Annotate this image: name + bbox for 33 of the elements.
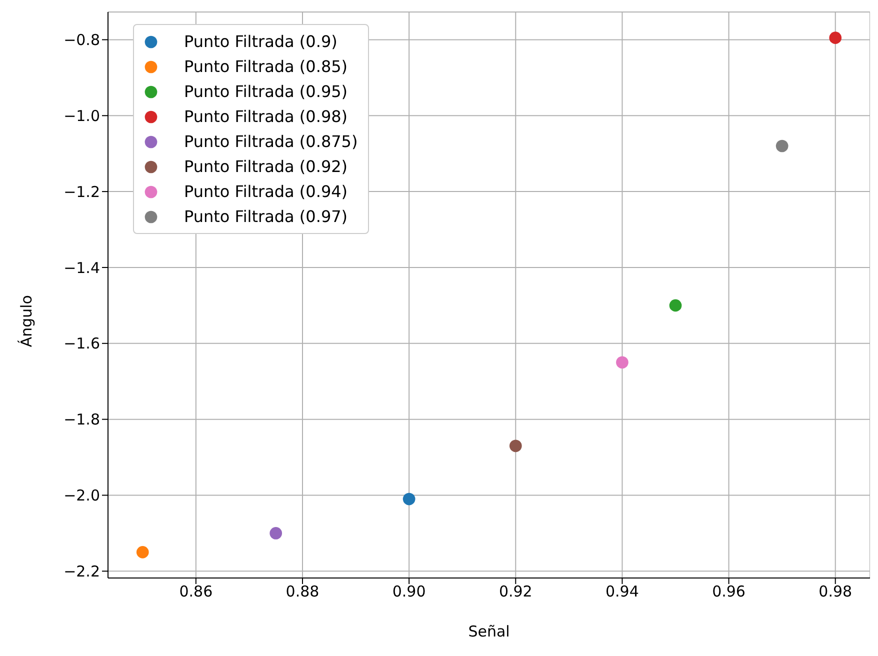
y-tick-label: −1.0 bbox=[64, 106, 100, 125]
legend-label: Punto Filtrada (0.97) bbox=[184, 206, 348, 228]
y-tick-label: −2.0 bbox=[64, 486, 100, 505]
point bbox=[616, 356, 628, 369]
x-tick-label: 0.94 bbox=[606, 582, 639, 601]
y-tick-label: −1.8 bbox=[64, 410, 100, 429]
y-tick-label: −1.6 bbox=[64, 334, 100, 353]
point bbox=[829, 32, 842, 44]
y-tick-label: −1.4 bbox=[64, 258, 100, 277]
y-tick-label: −1.2 bbox=[64, 182, 100, 201]
y-tick-label: −2.2 bbox=[64, 562, 100, 580]
x-tick-label: 0.90 bbox=[392, 582, 426, 601]
legend-label: Punto Filtrada (0.85) bbox=[184, 56, 348, 78]
point bbox=[669, 299, 682, 312]
legend-label: Punto Filtrada (0.9) bbox=[184, 31, 338, 53]
y-tick-label: −0.8 bbox=[64, 31, 100, 50]
y-axis-title: Ángulo bbox=[17, 295, 36, 348]
point bbox=[509, 440, 522, 452]
legend-label: Punto Filtrada (0.94) bbox=[184, 181, 348, 203]
x-tick-label: 0.92 bbox=[498, 582, 532, 601]
point bbox=[776, 140, 788, 152]
x-tick-label: 0.96 bbox=[712, 582, 746, 601]
point bbox=[136, 546, 149, 558]
legend-label: Punto Filtrada (0.98) bbox=[184, 106, 348, 128]
point bbox=[402, 492, 416, 506]
x-tick-label: 0.86 bbox=[179, 582, 213, 601]
x-tick-label: 0.88 bbox=[286, 582, 320, 601]
legend-label: Punto Filtrada (0.92) bbox=[184, 156, 348, 178]
x-tick-label: 0.98 bbox=[818, 582, 852, 601]
point bbox=[270, 527, 282, 540]
x-axis-title: Señal bbox=[468, 622, 510, 641]
legend-label: Punto Filtrada (0.95) bbox=[184, 81, 348, 103]
legend-label: Punto Filtrada (0.875) bbox=[184, 131, 358, 153]
